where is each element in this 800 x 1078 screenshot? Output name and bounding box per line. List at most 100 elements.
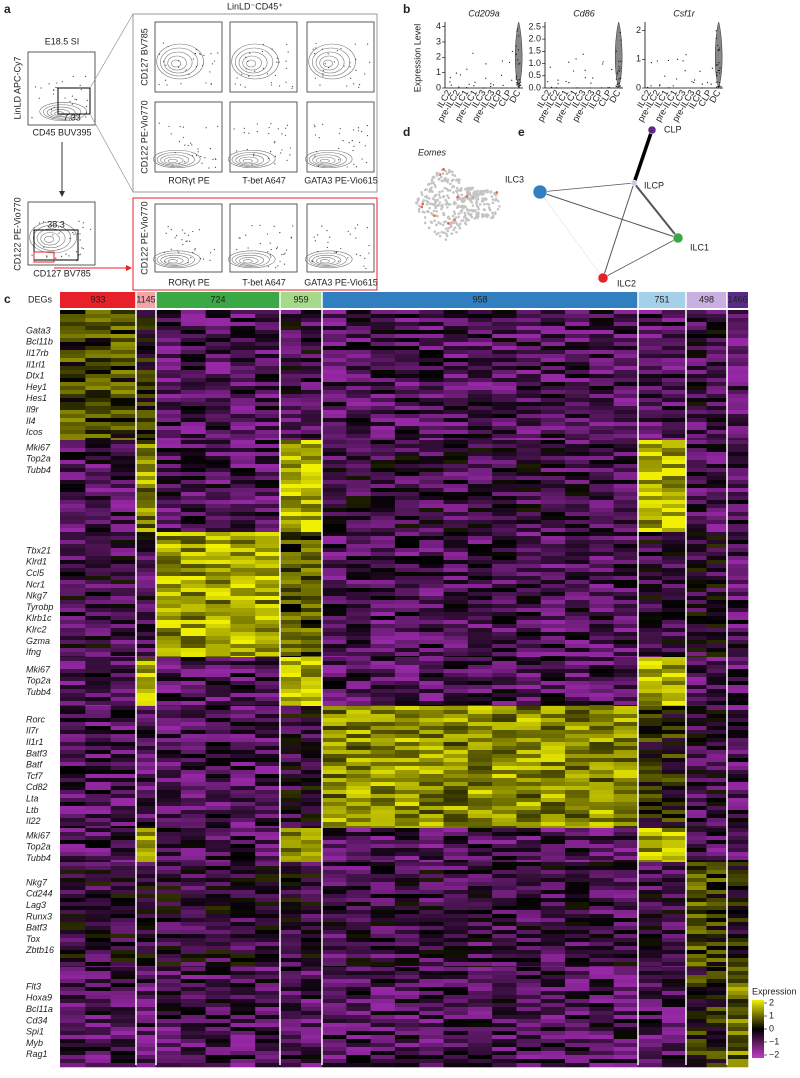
heatmap-cell [322, 774, 347, 778]
heatmap-cell [371, 592, 396, 596]
heatmap-cell [371, 693, 396, 697]
heatmap-cell [280, 738, 301, 742]
heatmap-cell [565, 584, 590, 588]
flow-event [183, 127, 184, 128]
heatmap-cell [492, 710, 517, 714]
heatmap-cell [156, 414, 181, 418]
heatmap-cell [280, 706, 301, 710]
heatmap-cell [322, 370, 347, 374]
heatmap-cell [111, 934, 137, 938]
heatmap-cell [280, 882, 301, 886]
heatmap-cell [301, 938, 322, 942]
heatmap-cell [516, 338, 541, 342]
heatmap-cell [346, 844, 371, 848]
heatmap-cell [255, 1015, 280, 1019]
heatmap-cell [589, 681, 614, 685]
heatmap-cell [85, 1043, 111, 1047]
cell-dot [518, 49, 519, 50]
heatmap-cell [85, 346, 111, 350]
heatmap-cell [516, 390, 541, 394]
flow-event [189, 241, 190, 242]
heatmap-cell [136, 734, 156, 738]
heatmap-cell [419, 758, 444, 762]
heatmap-cell [206, 742, 231, 746]
heatmap-cell [60, 556, 86, 560]
heatmap-cell [346, 693, 371, 697]
heatmap-cell [85, 814, 111, 818]
heatmap-cell [371, 636, 396, 640]
heatmap-cell [468, 422, 493, 426]
flow-event [339, 133, 340, 134]
heatmap-cell [255, 476, 280, 480]
heatmap-cell [492, 508, 517, 512]
flow-event [208, 167, 209, 168]
heatmap-cell [516, 677, 541, 681]
heatmap-cell [614, 444, 639, 448]
heatmap-cell [444, 710, 469, 714]
heatmap-cell [206, 1027, 231, 1031]
heatmap-cell [516, 406, 541, 410]
heatmap-cell [444, 406, 469, 410]
heatmap-cell [136, 350, 156, 354]
cell-dot [691, 81, 692, 82]
heatmap-cell [395, 685, 420, 689]
flow-event [338, 148, 339, 149]
heatmap-cell [206, 766, 231, 770]
heatmap-cell [60, 979, 86, 983]
heatmap-cell [419, 444, 444, 448]
heatmap-cell [255, 938, 280, 942]
heatmap-cell [492, 576, 517, 580]
heatmap-cell [346, 681, 371, 685]
heatmap-cell [492, 722, 517, 726]
heatmap-cell [255, 693, 280, 697]
heatmap-cell [60, 999, 86, 1003]
heatmap-cell [181, 338, 206, 342]
heatmap-cell [255, 942, 280, 946]
flow-event [72, 96, 73, 97]
heatmap-cell [541, 722, 566, 726]
heatmap-cell [371, 726, 396, 730]
heatmap-cell [111, 528, 137, 532]
flow-event [52, 234, 53, 235]
heatmap-cell [206, 856, 231, 860]
cell-dot [716, 82, 717, 83]
heatmap-cell [230, 440, 255, 444]
heatmap-cell [371, 472, 396, 476]
heatmap-cell [136, 852, 156, 856]
heatmap-cell [565, 464, 590, 468]
heatmap-cell [419, 836, 444, 840]
flow-event [326, 230, 327, 231]
umap-cell [488, 203, 491, 206]
flow-event [274, 163, 275, 164]
heatmap-cell [541, 632, 566, 636]
heatmap-cell [280, 1007, 301, 1011]
heatmap-cell [280, 1035, 301, 1039]
heatmap-cell [156, 706, 181, 710]
heatmap-cell [322, 342, 347, 346]
heatmap-cell [541, 648, 566, 652]
heatmap-cell [136, 426, 156, 430]
heatmap-cell [255, 967, 280, 971]
heatmap-cell [230, 746, 255, 750]
heatmap-cell [136, 1047, 156, 1051]
heatmap-cell [301, 1027, 322, 1031]
heatmap-cell [541, 624, 566, 628]
heatmap-cell [156, 971, 181, 975]
heatmap-cell [181, 1035, 206, 1039]
heatmap-cell [322, 410, 347, 414]
heatmap-cell [280, 906, 301, 910]
heatmap-cell [516, 552, 541, 556]
heatmap-cell [492, 786, 517, 790]
heatmap-cell [322, 810, 347, 814]
heatmap-cell [60, 710, 86, 714]
heatmap-cell [346, 657, 371, 661]
heatmap-cell [395, 334, 420, 338]
flow-event [176, 235, 177, 236]
heatmap-cell [468, 778, 493, 782]
heatmap-cell [322, 564, 347, 568]
heatmap-cell [255, 934, 280, 938]
heatmap-cell [111, 898, 137, 902]
heatmap-cell [565, 362, 590, 366]
heatmap-cell [156, 954, 181, 958]
